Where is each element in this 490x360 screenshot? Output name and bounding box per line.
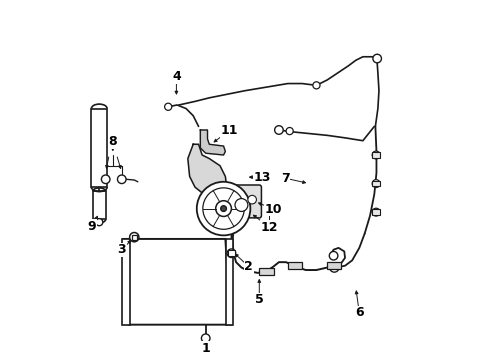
Circle shape	[248, 195, 256, 204]
Circle shape	[235, 199, 248, 211]
Bar	[327, 262, 342, 269]
Circle shape	[203, 188, 245, 229]
Circle shape	[96, 219, 103, 226]
Circle shape	[165, 103, 172, 111]
Text: 10: 10	[265, 203, 282, 216]
Text: 2: 2	[244, 260, 253, 273]
Circle shape	[372, 208, 380, 216]
Text: 12: 12	[261, 221, 278, 234]
Text: 5: 5	[255, 293, 264, 306]
Text: 1: 1	[201, 342, 210, 355]
Circle shape	[201, 334, 210, 342]
Bar	[122, 239, 130, 325]
Text: 13: 13	[253, 171, 271, 184]
Text: 4: 4	[172, 70, 181, 83]
Circle shape	[197, 182, 250, 235]
Circle shape	[130, 233, 139, 242]
Circle shape	[227, 249, 236, 257]
Bar	[132, 235, 137, 240]
Circle shape	[286, 127, 293, 135]
Bar	[372, 181, 380, 186]
Bar	[259, 268, 273, 275]
Circle shape	[329, 251, 338, 260]
Circle shape	[216, 201, 231, 216]
Circle shape	[101, 175, 110, 184]
Bar	[92, 109, 107, 187]
Circle shape	[275, 126, 283, 134]
Circle shape	[372, 180, 380, 188]
Circle shape	[220, 206, 226, 211]
Polygon shape	[188, 144, 227, 198]
Circle shape	[118, 175, 126, 184]
FancyBboxPatch shape	[230, 185, 262, 218]
Circle shape	[313, 82, 320, 89]
Polygon shape	[123, 239, 231, 325]
Bar	[372, 152, 380, 158]
Circle shape	[373, 54, 381, 63]
Bar	[93, 192, 106, 219]
Circle shape	[330, 263, 339, 272]
Bar	[288, 262, 302, 269]
Polygon shape	[200, 130, 225, 155]
Circle shape	[372, 151, 380, 159]
Text: 6: 6	[355, 306, 364, 319]
Text: 11: 11	[220, 124, 238, 137]
Text: 8: 8	[108, 135, 117, 148]
Bar	[228, 250, 235, 256]
Text: 9: 9	[88, 220, 97, 233]
Text: 3: 3	[118, 243, 126, 256]
Text: 7: 7	[281, 172, 290, 185]
Bar	[372, 209, 380, 215]
Bar	[226, 239, 233, 325]
